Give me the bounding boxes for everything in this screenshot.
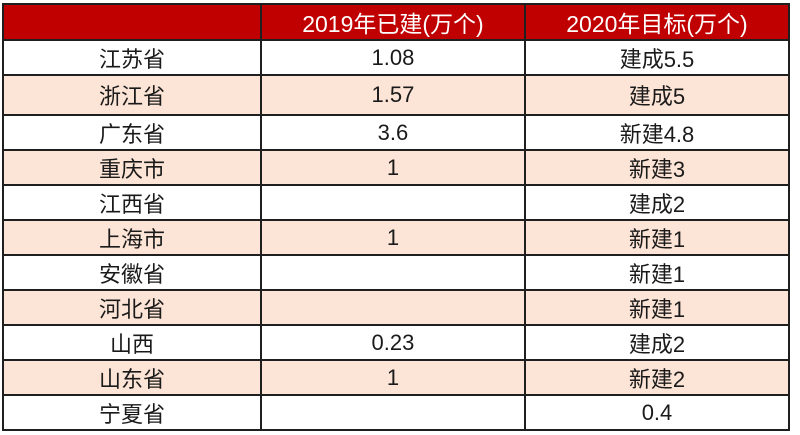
- region-cell[interactable]: 浙江省: [2, 74, 262, 116]
- target-2020-cell[interactable]: 建成5.5: [523, 39, 791, 76]
- built-2019-cell[interactable]: 1.08: [259, 39, 526, 76]
- target-2020-cell[interactable]: 新建3: [523, 149, 791, 186]
- region-cell[interactable]: 广东省: [2, 114, 262, 151]
- built-2019-cell[interactable]: [259, 289, 526, 326]
- target-2020-cell[interactable]: 新建1: [523, 219, 791, 256]
- built-2019-cell[interactable]: 1: [259, 219, 526, 256]
- target-2020-cell[interactable]: 新建4.8: [523, 114, 791, 151]
- built-2019-cell[interactable]: 1: [259, 359, 526, 396]
- table-row: 河北省 新建1: [2, 289, 791, 326]
- table-row: 山东省 1 新建2: [2, 359, 791, 396]
- target-2020-cell[interactable]: 建成2: [523, 324, 791, 361]
- region-cell[interactable]: 上海市: [2, 219, 262, 256]
- table-row: 浙江省 1.57 建成5: [2, 74, 791, 116]
- table-body: 江苏省 1.08 建成5.5 浙江省 1.57 建成5 广东省 3.6 新建4.8 重庆市 1 新建3…: [2, 39, 791, 431]
- header-row: 2019年已建(万个) 2020年目标(万个): [2, 3, 791, 41]
- built-2019-cell[interactable]: 1: [259, 149, 526, 186]
- target-2020-cell[interactable]: 0.4: [523, 394, 791, 431]
- target-2020-cell[interactable]: 新建1: [523, 289, 791, 326]
- region-cell[interactable]: 宁夏省: [2, 394, 262, 431]
- table-row: 上海市 1 新建1: [2, 219, 791, 256]
- built-2019-cell[interactable]: [259, 254, 526, 291]
- target-2020-cell[interactable]: 新建2: [523, 359, 791, 396]
- table-row: 重庆市 1 新建3: [2, 149, 791, 186]
- region-cell[interactable]: 江西省: [2, 184, 262, 221]
- target-2020-cell[interactable]: 新建1: [523, 254, 791, 291]
- region-cell[interactable]: 河北省: [2, 289, 262, 326]
- target-2020-cell[interactable]: 建成5: [523, 74, 791, 116]
- col-header-built-2019[interactable]: 2019年已建(万个): [259, 3, 526, 41]
- region-cell[interactable]: 安徽省: [2, 254, 262, 291]
- region-cell[interactable]: 山东省: [2, 359, 262, 396]
- built-2019-cell[interactable]: 3.6: [259, 114, 526, 151]
- table-row: 宁夏省 0.4: [2, 394, 791, 431]
- table-row: 山西 0.23 建成2: [2, 324, 791, 361]
- col-header-target-2020[interactable]: 2020年目标(万个): [523, 3, 791, 41]
- corner-cell[interactable]: [2, 3, 262, 41]
- region-cell[interactable]: 重庆市: [2, 149, 262, 186]
- built-2019-cell[interactable]: 1.57: [259, 74, 526, 116]
- table-row: 安徽省 新建1: [2, 254, 791, 291]
- table-row: 江苏省 1.08 建成5.5: [2, 39, 791, 76]
- built-2019-cell[interactable]: 0.23: [259, 324, 526, 361]
- target-2020-cell[interactable]: 建成2: [523, 184, 791, 221]
- region-cell[interactable]: 江苏省: [2, 39, 262, 76]
- region-cell[interactable]: 山西: [2, 324, 262, 361]
- built-2019-cell[interactable]: [259, 394, 526, 431]
- built-2019-cell[interactable]: [259, 184, 526, 221]
- table-row: 广东省 3.6 新建4.8: [2, 114, 791, 151]
- data-table: 2019年已建(万个) 2020年目标(万个) 江苏省 1.08 建成5.5 浙江省 1…: [2, 3, 791, 431]
- table-row: 江西省 建成2: [2, 184, 791, 221]
